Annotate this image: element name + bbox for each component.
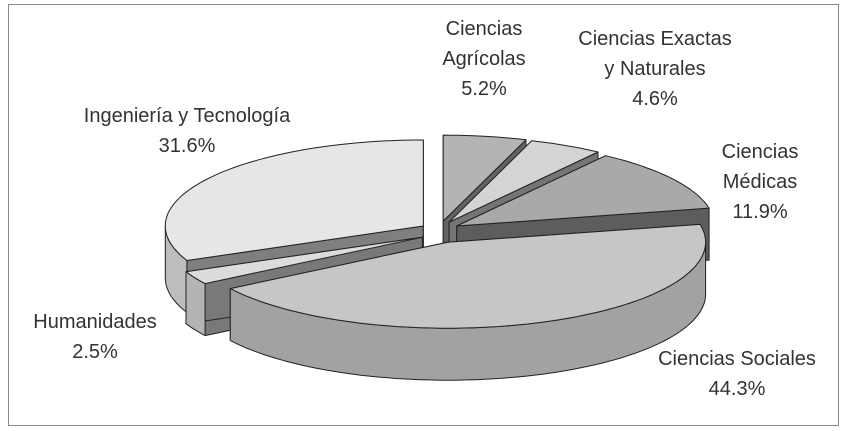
slice-label: Humanidades (33, 311, 156, 333)
slice-value-label: 31.6% (159, 135, 216, 157)
slice (229, 223, 707, 329)
slice-value-label: 11.9% (732, 201, 787, 223)
slice (442, 134, 527, 222)
labels: Ciencias Agrícolas 5.2% Ciencias Exactas y N… (33, 18, 816, 400)
slice-label: Ciencias Médicas (722, 141, 799, 193)
slice-label: Ciencias Exactas y Naturales (578, 28, 731, 80)
slice (448, 140, 599, 223)
slice (456, 155, 710, 227)
slice (164, 139, 424, 261)
slice-label: Ciencias Sociales (658, 348, 816, 370)
pie (164, 134, 710, 381)
slice-value-label: 2.5% (72, 341, 118, 363)
slice-value-label: 44.3% (709, 378, 766, 400)
slice-value-label: 5.2% (461, 78, 507, 100)
slice-label: Ingeniería y Tecnología (84, 105, 291, 127)
slice-value-label: 4.6% (632, 88, 678, 110)
slice (185, 236, 423, 285)
slice-label: Ciencias Agrícolas (442, 18, 525, 70)
